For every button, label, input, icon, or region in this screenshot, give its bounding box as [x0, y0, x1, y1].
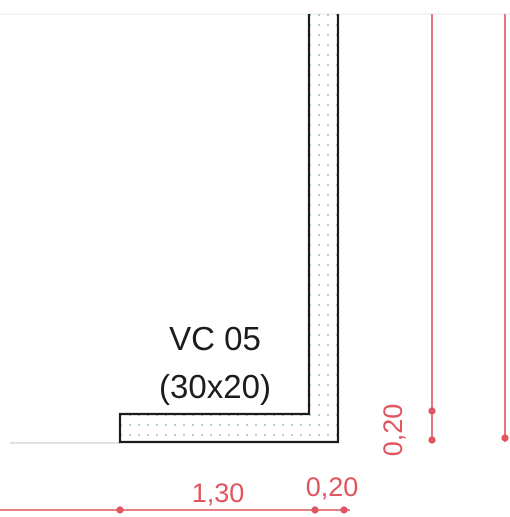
- vertical-tick-left-top: [428, 407, 436, 415]
- dimension-label-vertical-width: 0,20: [378, 404, 408, 457]
- dimension-label-length: 1,30: [192, 478, 245, 508]
- beam-section: [118, 14, 340, 444]
- dimension-label-horizontal-width: 0,20: [306, 472, 359, 502]
- beam-name-label: VC 05: [169, 320, 261, 357]
- dimension-tick-start: [116, 506, 124, 514]
- beam-size-label: (30x20): [159, 368, 271, 405]
- vertical-tick-left-bottom: [428, 436, 436, 444]
- dimension-tick-end: [340, 506, 348, 514]
- vertical-tick-right-bottom: [501, 434, 509, 442]
- dimension-tick-mid: [311, 506, 319, 514]
